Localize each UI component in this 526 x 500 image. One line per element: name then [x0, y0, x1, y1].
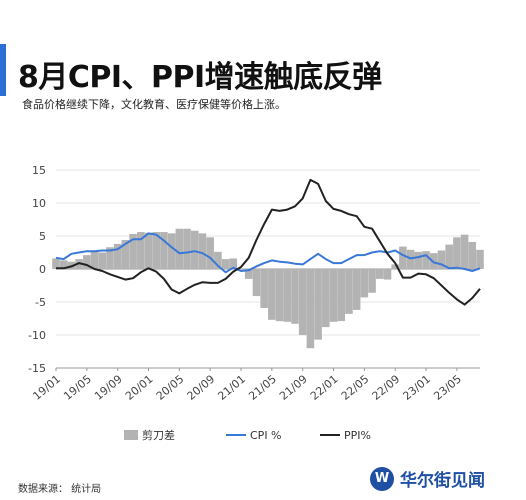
- x-tick-label: 19/01: [30, 372, 63, 402]
- x-tick-label: 22/05: [339, 372, 372, 402]
- title-accent-bar: [0, 44, 6, 96]
- x-tick-label: 21/05: [246, 372, 279, 402]
- gap-bar: [137, 232, 145, 269]
- y-tick-label: 15: [32, 164, 46, 177]
- cpi-line: [55, 232, 481, 274]
- gap-bar: [383, 269, 392, 280]
- gap-bar: [468, 241, 477, 269]
- gap-bar: [106, 247, 114, 269]
- gap-bar: [314, 269, 322, 340]
- gap-bar: [414, 251, 423, 269]
- gap-bar: [329, 269, 338, 322]
- gap-bar: [283, 269, 292, 322]
- gap-bar: [352, 269, 361, 310]
- gap-bar: [391, 264, 399, 269]
- gap-bar: [175, 228, 184, 269]
- x-tick-label: 22/09: [370, 372, 403, 402]
- gap-bar: [83, 255, 91, 269]
- gap-bar: [460, 234, 469, 269]
- brand: W 华尔街见闻: [370, 466, 485, 491]
- x-tick-label: 21/01: [215, 372, 248, 402]
- y-tick-label: -15: [28, 362, 46, 375]
- gap-bar: [198, 233, 207, 269]
- gap-bar: [90, 251, 99, 269]
- gap-bar: [368, 269, 376, 293]
- gap-bar: [221, 259, 230, 269]
- gap-bar: [160, 232, 168, 269]
- x-tick-label: 20/01: [123, 372, 156, 402]
- gap-bar: [275, 269, 284, 322]
- gap-bar: [167, 233, 176, 269]
- legend-label-gap: 剪刀差: [142, 428, 175, 442]
- gap-bar: [306, 269, 315, 349]
- gap-bar: [229, 258, 238, 269]
- cpi-ppi-chart: -15 -10 -5 0 5 10 15 19/0119/0519/0920/0120/05…: [28, 164, 484, 442]
- gap-bar: [445, 244, 453, 269]
- gap-bar: [453, 237, 461, 269]
- x-tick-label: 22/01: [308, 372, 341, 402]
- x-tick-label: 19/05: [61, 372, 94, 402]
- gap-bar: [59, 260, 68, 269]
- page-subtitle: 食品价格继续下降，文化教育、医疗保健等价格上涨。: [22, 98, 286, 111]
- gap-bar: [291, 269, 299, 324]
- gap-bar: [360, 269, 369, 298]
- gap-bar: [237, 268, 245, 269]
- gap-bar: [52, 258, 60, 269]
- x-tick-label: 20/05: [154, 372, 187, 402]
- gap-bar: [98, 252, 107, 269]
- gap-bar: [244, 269, 253, 279]
- y-tick-label: 10: [32, 197, 46, 210]
- gap-bar: [268, 269, 276, 320]
- gap-bar: [337, 269, 346, 322]
- gap-bar: [476, 249, 484, 269]
- gap-bar: [437, 250, 446, 269]
- ppi-line: [56, 178, 481, 306]
- page-title: 8月CPI、PPI增速触底反弹: [18, 60, 382, 95]
- gap-bars: [52, 228, 484, 349]
- y-tick-label: 0: [39, 263, 46, 276]
- series-lines: [55, 178, 481, 306]
- x-tick-label: 21/09: [277, 372, 310, 402]
- gap-bar: [260, 269, 268, 308]
- x-tick-label: 20/09: [185, 372, 218, 402]
- gap-bar: [190, 230, 199, 269]
- legend-label-cpi: CPI %: [250, 429, 282, 442]
- x-tick-label: 23/01: [400, 372, 433, 402]
- legend-label-ppi: PPI%: [344, 429, 371, 442]
- gap-bar: [345, 269, 353, 314]
- gap-bar: [121, 239, 130, 269]
- gap-bar: [322, 269, 330, 328]
- x-tick-label: 23/05: [431, 372, 464, 402]
- gap-bar: [399, 246, 407, 269]
- brand-name: 华尔街见闻: [400, 471, 485, 491]
- gap-bar: [422, 251, 430, 269]
- gap-bar: [129, 234, 137, 269]
- gap-bar: [406, 249, 415, 269]
- gap-bar: [144, 232, 153, 269]
- gap-bar: [183, 228, 191, 269]
- y-axis: -15 -10 -5 0 5 10 15: [28, 164, 46, 375]
- data-source: 数据来源： 统计局: [18, 484, 102, 495]
- x-axis: 19/0119/0519/0920/0120/0520/0921/0121/05…: [30, 367, 480, 403]
- gap-bar: [376, 269, 384, 279]
- gap-bar: [152, 232, 160, 269]
- brand-logo: W: [370, 466, 394, 491]
- gap-bar: [214, 251, 222, 269]
- gap-bar: [298, 269, 307, 335]
- gap-bar: [252, 269, 261, 297]
- y-tick-label: -5: [35, 296, 46, 309]
- y-tick-label: -10: [28, 329, 46, 342]
- legend: 剪刀差 CPI % PPI%: [124, 428, 371, 442]
- gap-bar: [206, 237, 214, 269]
- x-tick-label: 19/09: [92, 372, 125, 402]
- legend-swatch-gap: [124, 430, 138, 440]
- gap-bar: [113, 243, 122, 269]
- y-tick-label: 5: [39, 230, 46, 243]
